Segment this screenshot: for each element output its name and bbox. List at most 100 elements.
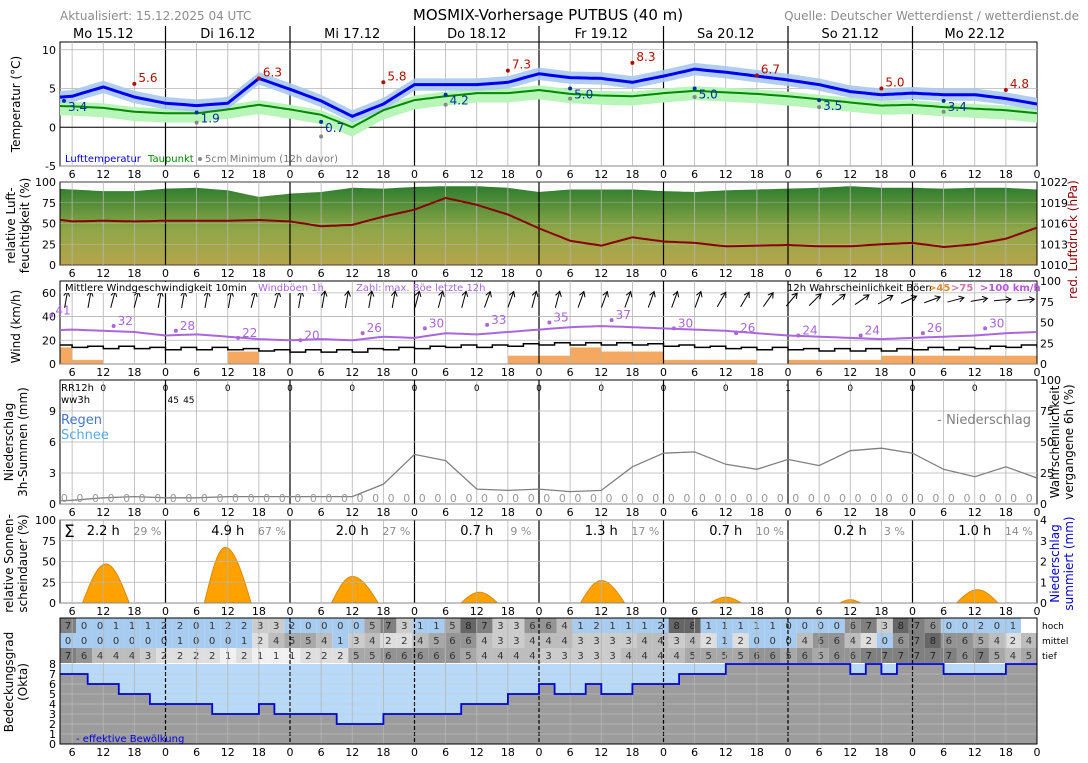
cloud-layer-value: 1 (417, 621, 423, 632)
cloud-layer-cell (204, 648, 221, 663)
cloud-layer-value: 6 (930, 621, 936, 632)
wind-hour-tick-label: 18 (127, 366, 141, 379)
cloud-layer-cell (172, 633, 189, 648)
wind-hour-tick-label: 18 (501, 366, 515, 379)
cloud-layer-cell (188, 648, 205, 663)
temp-hour-tick-label: 6 (816, 168, 823, 181)
wind-arrow-shaft (924, 296, 940, 304)
precip-3h-value-label: 0 (777, 492, 784, 505)
precip-3h-value-label: 0 (699, 492, 706, 505)
cloud-layer-value: 0 (321, 621, 327, 632)
sun-hour-tick-label: 0 (909, 605, 916, 618)
cloud-layer-cell (844, 633, 861, 648)
cloud-layer-cell (860, 648, 877, 663)
wind-arrow-head (791, 292, 798, 299)
ground-min-marker (568, 96, 573, 101)
cloud-layer-cell (556, 618, 573, 633)
max-temp-marker (1003, 88, 1008, 93)
day-label: Fr 19.12 (575, 27, 628, 42)
cloud-layer-value: 1 (289, 651, 295, 662)
precip-3h-value-label: 0 (559, 492, 566, 505)
cloud-layer-cell (156, 618, 173, 633)
cloud-layer-value: 3 (513, 621, 519, 632)
wind-hour-tick-label: 12 (470, 366, 484, 379)
hum-hour-tick-label: 12 (968, 267, 982, 280)
cloud-layer-cell (284, 648, 301, 663)
wind-direction-arrow (1017, 296, 1036, 304)
gust-probability-bar (725, 359, 757, 364)
wind-arrow-shaft (64, 292, 68, 308)
wind-hour-tick-label: 6 (567, 366, 574, 379)
cloud-layer-cell (972, 618, 989, 633)
precipitation-panel: 6 12 18 0 6 12 18 0 6 12 18 0 6 12 18 0 6 12 18 0 6 12 18 0 6 12 1… (2, 374, 1076, 519)
cloud-layer-value: 2 (177, 651, 183, 662)
cloud-layer-cell (876, 648, 893, 663)
cloud-layer-value: 0 (209, 636, 215, 647)
temp-hour-tick-label: 12 (968, 168, 982, 181)
daily-sunshine-percent: 10 % (756, 525, 784, 538)
sun-hour-tick-label: 6 (691, 605, 698, 618)
rr12-value: 0 (100, 384, 106, 394)
legend-temperature: Lufttemperatur (65, 154, 142, 165)
precip-sum-axis-label: Niederschlag (1048, 524, 1062, 602)
wind-arrow-shaft (414, 292, 420, 308)
cloud-layer-value: 6 (417, 651, 423, 662)
wind-hour-tick-label: 0 (411, 366, 418, 379)
max-gust-label: 37 (616, 308, 631, 322)
cloud-layer-cell (764, 618, 781, 633)
ww3-code: 45 (168, 396, 179, 406)
day-label: Mo 22.12 (944, 27, 1005, 42)
precip-3h-value-label: 0 (310, 492, 317, 505)
cloud-layer-value: 5 (705, 651, 711, 662)
sun-hour-tick-label: 12 (345, 605, 359, 618)
cloud-layer-value: 4 (417, 636, 423, 647)
cloud-layer-cell (524, 618, 541, 633)
min-temp-marker (817, 98, 822, 103)
cloud-layer-value: 0 (946, 621, 952, 632)
cloud-layer-cell (604, 633, 621, 648)
rr12-value: 0 (972, 384, 978, 394)
cloud-layer-cell (828, 633, 845, 648)
max-gust-label: 32 (118, 314, 133, 328)
sun-hour-tick-label: 18 (625, 605, 639, 618)
wind-arrow-shaft (600, 292, 608, 308)
sun-hour-tick-label: 0 (536, 605, 543, 618)
rain-hour-tick-label: 6 (816, 506, 823, 519)
max-gust-marker (485, 322, 490, 327)
cloud-layer-cell (108, 633, 125, 648)
cloud-frame (59, 617, 1038, 745)
wind-hour-tick-label: 6 (69, 366, 76, 379)
cloud-layer-cell (572, 648, 589, 663)
cloud-layer-cell (636, 633, 653, 648)
cloud-layer-value: 3 (577, 636, 583, 647)
max-gust-label: 33 (491, 313, 506, 327)
okta-y-tick-label: 3 (49, 708, 56, 721)
precip-3h-value-label: 0 (76, 492, 83, 505)
cloud-layer-value: 2 (209, 651, 215, 662)
cloud-layer-value: 8 (930, 636, 936, 647)
cloud-axis-label: (Okta) (16, 663, 30, 701)
cloud-layer-cell (892, 618, 909, 633)
okta-y-tick-label: 0 (49, 738, 56, 751)
cloud-layer-cell (556, 648, 573, 663)
wind-arrow-shaft (877, 295, 893, 305)
cloud-layer-value: 4 (497, 651, 503, 662)
cloud-layer-value: 4 (561, 621, 567, 632)
wind-hour-tick-label: 6 (193, 366, 200, 379)
sigma-label: Σ (64, 522, 75, 542)
sun-hour-tick-label: 12 (470, 605, 484, 618)
hum-hour-tick-label: 6 (940, 267, 947, 280)
cloud-layer-cell (716, 633, 733, 648)
temp-hour-tick-label: 12 (470, 168, 484, 181)
cloud-layer-value: 6 (818, 636, 824, 647)
rain-hour-tick-label: 6 (442, 506, 449, 519)
temp-hour-tick-label: 18 (376, 168, 390, 181)
wind-arrow-head (839, 293, 846, 300)
wind-direction-arrow (947, 295, 965, 303)
cloud-layer-cell (1004, 618, 1021, 633)
gust-probability-bar (663, 359, 695, 364)
max-gust-label: 30 (429, 316, 444, 330)
cloud-hour-tick-label: 12 (96, 746, 110, 759)
cloud-layer-cell (828, 648, 845, 663)
